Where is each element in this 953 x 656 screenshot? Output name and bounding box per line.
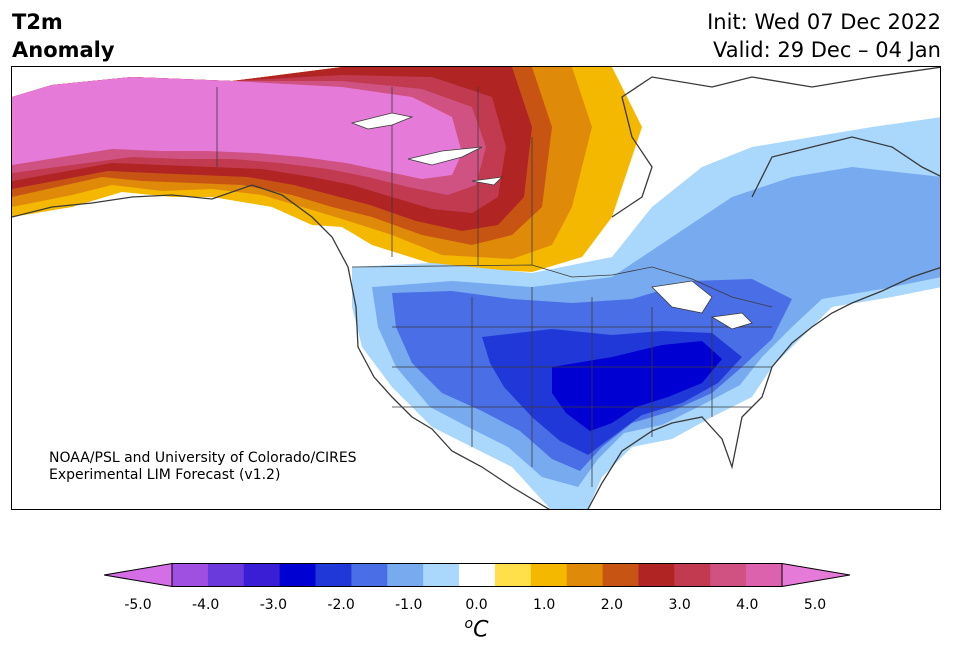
colorbar bbox=[104, 563, 850, 587]
colorbar-unit: oC bbox=[0, 616, 953, 642]
anomaly-map bbox=[11, 66, 941, 510]
colorbar-swatch bbox=[351, 563, 388, 587]
forecast-credit: NOAA/PSL and University of Colorado/CIRE… bbox=[49, 450, 357, 484]
map-title: T2m Anomaly bbox=[12, 8, 115, 64]
colorbar-tick-label: 1.0 bbox=[533, 597, 556, 613]
colorbar-swatch bbox=[243, 563, 281, 587]
colorbar-swatch bbox=[315, 563, 352, 587]
credit-line-1: NOAA/PSL and University of Colorado/CIRE… bbox=[49, 450, 357, 466]
title-line-1: T2m bbox=[12, 10, 63, 34]
colorbar-swatch bbox=[602, 563, 639, 587]
colorbar-swatch bbox=[387, 563, 424, 587]
colorbar-tick-label: 5.0 bbox=[803, 597, 827, 613]
colorbar-tick-label: -4.0 bbox=[192, 597, 220, 613]
colorbar-swatch bbox=[638, 563, 675, 587]
colorbar-swatches bbox=[172, 563, 783, 587]
colorbar-tick-label: -2.0 bbox=[327, 597, 355, 613]
colorbar-tick-label: 4.0 bbox=[736, 597, 759, 613]
colorbar-swatch bbox=[207, 563, 245, 587]
colorbar-frame bbox=[171, 563, 783, 587]
colorbar-swatch bbox=[674, 563, 711, 587]
colorbar-tick-label: 3.0 bbox=[668, 597, 691, 613]
colorbar-tick-label: -5.0 bbox=[124, 597, 152, 613]
colorbar-swatch bbox=[710, 563, 747, 587]
colorbar-swatch bbox=[746, 563, 783, 587]
colorbar-swatch bbox=[494, 563, 532, 587]
colorbar-ticks: -5.0 -4.0 -3.0 -2.0 -1.0 0.0 1.0 2.0 3.0 4.0 5.0 bbox=[0, 597, 953, 617]
map-canvas bbox=[12, 67, 940, 509]
unit-celsius: C bbox=[473, 617, 489, 643]
warm-anomaly-region bbox=[12, 67, 642, 272]
colorbar-tick-label: -3.0 bbox=[259, 597, 288, 613]
credit-line-2: Experimental LIM Forecast (v1.2) bbox=[49, 467, 281, 483]
borders bbox=[216, 87, 773, 487]
colorbar-left-extension bbox=[104, 563, 173, 587]
forecast-dates: Init: Wed 07 Dec 2022 Valid: 29 Dec – 04… bbox=[707, 8, 941, 64]
colorbar-swatch bbox=[530, 563, 568, 587]
lakes bbox=[350, 112, 753, 330]
colorbar-tick-label: 2.0 bbox=[600, 597, 624, 613]
valid-date: Valid: 29 Dec – 04 Jan bbox=[712, 38, 941, 62]
colorbar-swatch bbox=[279, 563, 317, 587]
colorbar-tick-label: 0.0 bbox=[465, 597, 488, 613]
colorbar-right-extension bbox=[781, 563, 850, 587]
unit-degree: o bbox=[464, 616, 474, 632]
colorbar-swatch bbox=[172, 563, 209, 587]
title-line-2: Anomaly bbox=[12, 38, 115, 62]
init-date: Init: Wed 07 Dec 2022 bbox=[707, 10, 941, 34]
colorbar-swatch bbox=[459, 563, 496, 587]
colorbar-swatch bbox=[423, 563, 460, 587]
colorbar-tick-label: -1.0 bbox=[395, 597, 423, 613]
colorbar-swatch bbox=[566, 563, 604, 587]
